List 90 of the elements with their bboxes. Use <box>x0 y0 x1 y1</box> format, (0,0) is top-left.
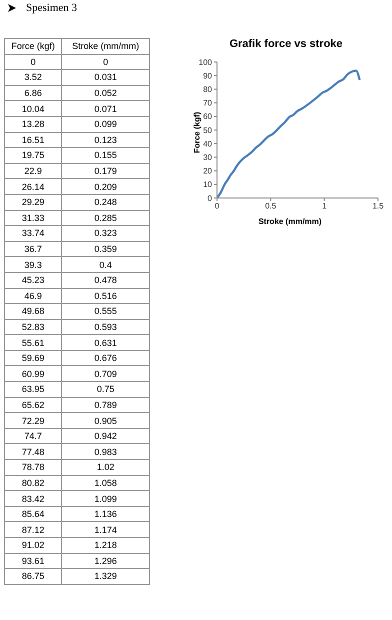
text: 1.02 <box>62 460 150 476</box>
text: 0.359 <box>62 241 150 257</box>
text: 0.75 <box>62 382 150 398</box>
text: 72.29 <box>4 412 62 428</box>
text: 77.48 <box>4 444 62 460</box>
text: 1.058 <box>62 475 150 491</box>
text: 0 <box>4 54 62 70</box>
text: 0.709 <box>62 366 150 382</box>
text: 0.248 <box>62 194 150 210</box>
text: 0.983 <box>62 444 150 460</box>
text: 1.174 <box>62 522 150 538</box>
text: 85.64 <box>4 506 62 522</box>
text: 10.04 <box>4 100 62 116</box>
text: 36.7 <box>4 241 62 257</box>
text: 93.61 <box>4 553 62 569</box>
text: 1.136 <box>62 506 150 522</box>
y-tick-label: 80 <box>203 85 213 94</box>
text: Stroke (mm/mm) <box>62 38 150 54</box>
text: 33.74 <box>4 226 62 242</box>
y-tick-label: 60 <box>203 112 213 122</box>
y-tick-label: 40 <box>203 139 213 148</box>
text: 0.905 <box>62 412 150 428</box>
text: 78.78 <box>4 460 62 476</box>
text: 0.555 <box>62 304 150 320</box>
text: 86.75 <box>4 568 62 584</box>
text: 52.83 <box>4 319 62 335</box>
text: 0.516 <box>62 288 150 304</box>
x-tick-label: 1.5 <box>372 202 384 211</box>
chart-title: Grafik force vs stroke <box>228 38 344 50</box>
x-tick-label: 0.5 <box>265 202 277 211</box>
text: 0.155 <box>62 148 150 164</box>
y-tick-label: 20 <box>203 166 213 176</box>
text: 19.75 <box>4 148 62 164</box>
text: 0 <box>62 54 150 70</box>
text: 1.218 <box>62 538 150 554</box>
text: 1.099 <box>62 490 150 506</box>
text: 0.031 <box>62 70 150 86</box>
text: 0.323 <box>62 226 150 242</box>
y-tick-label: 30 <box>203 153 213 162</box>
text: 1.329 <box>62 568 150 584</box>
text: Force (kgf) <box>4 38 62 54</box>
y-tick-label: 50 <box>203 126 213 135</box>
text: 16.51 <box>4 132 62 148</box>
text: 39.3 <box>4 256 62 272</box>
y-axis-title: Force (kgf) <box>192 110 202 156</box>
y-tick-label: 100 <box>198 58 213 67</box>
text: 13.28 <box>4 116 62 132</box>
text: 0.478 <box>62 272 150 288</box>
text: 1.296 <box>62 553 150 569</box>
y-tick-label: 90 <box>203 71 213 80</box>
line-series <box>217 70 361 198</box>
text: 80.82 <box>4 475 62 491</box>
x-tick-label: 1 <box>322 202 328 211</box>
text: 0.099 <box>62 116 150 132</box>
text: 45.23 <box>4 272 62 288</box>
text: 0.071 <box>62 100 150 116</box>
text: 26.14 <box>4 178 62 194</box>
text: 0.942 <box>62 428 150 444</box>
y-tick-label: 0 <box>208 194 213 203</box>
y-tick-label: 70 <box>203 98 213 108</box>
text: 3.52 <box>4 70 62 86</box>
text: 0.789 <box>62 397 150 413</box>
text: 31.33 <box>4 210 62 226</box>
text: 0.179 <box>62 163 150 179</box>
text: 65.62 <box>4 397 62 413</box>
text: 0.052 <box>62 85 150 101</box>
x-axis-title: Stroke (mm/mm) <box>257 217 323 226</box>
text: 74.7 <box>4 428 62 444</box>
text: 6.86 <box>4 85 62 101</box>
text: 63.95 <box>4 382 62 398</box>
text: 91.02 <box>4 538 62 554</box>
text: 49.68 <box>4 304 62 320</box>
text: 0.209 <box>62 178 150 194</box>
y-tick-label: 10 <box>203 180 213 190</box>
text: 0.4 <box>62 256 150 272</box>
text: 0.631 <box>62 334 150 350</box>
text: Spesimen 3 <box>26 2 78 14</box>
x-tick-label: 0 <box>214 202 220 211</box>
text: 0.123 <box>62 132 150 148</box>
text: 0.285 <box>62 210 150 226</box>
text: 0.676 <box>62 350 150 366</box>
text: 0.593 <box>62 319 150 335</box>
text: 60.99 <box>4 366 62 382</box>
text: 46.9 <box>4 288 62 304</box>
text: 22.9 <box>4 163 62 179</box>
text: 29.29 <box>4 194 62 210</box>
text: 55.61 <box>4 334 62 350</box>
text: 87.12 <box>4 522 62 538</box>
text: 83.42 <box>4 490 62 506</box>
text: 59.69 <box>4 350 62 366</box>
